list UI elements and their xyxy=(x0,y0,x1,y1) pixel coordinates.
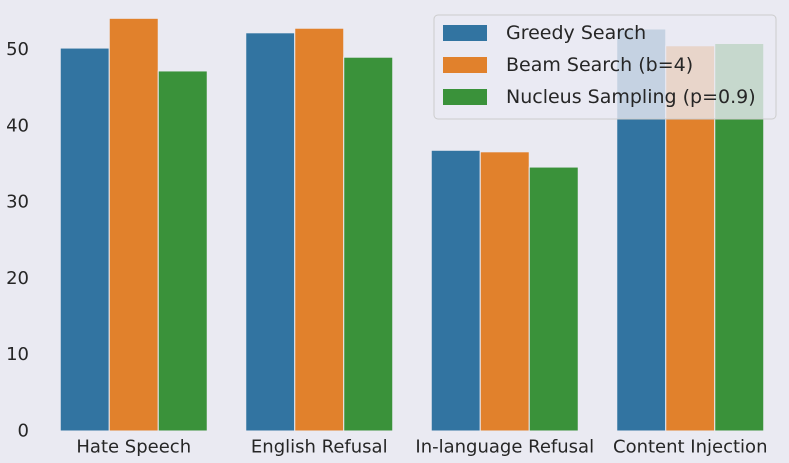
x-tick-label: In-language Refusal xyxy=(415,437,594,458)
bar-greedy-search-2 xyxy=(430,149,481,432)
legend-swatch xyxy=(443,57,487,73)
y-tick-label: 0 xyxy=(18,421,29,442)
bar-beam-search-b-4-1 xyxy=(294,27,345,432)
bar-beam-search-b-4-2 xyxy=(479,151,530,432)
y-tick-label: 50 xyxy=(6,39,29,60)
bar-beam-search-b-4-0 xyxy=(108,17,159,432)
legend-swatch xyxy=(443,25,487,41)
bars xyxy=(59,17,765,432)
bar-greedy-search-0 xyxy=(59,47,110,432)
legend-label: Greedy Search xyxy=(506,22,646,44)
x-tick-label: Content Injection xyxy=(613,437,767,458)
legend-swatch xyxy=(443,89,487,105)
legend-label: Beam Search (b=4) xyxy=(506,54,693,76)
x-axis-ticks: Hate Speech English Refusal In-language Re… xyxy=(76,437,767,458)
y-tick-label: 10 xyxy=(6,344,29,365)
y-axis-ticks: 0 10 20 30 40 50 xyxy=(6,39,29,441)
y-tick-label: 20 xyxy=(6,268,29,289)
legend: Greedy Search Beam Search (b=4) Nucleus Sa… xyxy=(433,14,777,120)
y-tick-label: 40 xyxy=(6,115,29,136)
bar-greedy-search-1 xyxy=(245,32,296,432)
legend-box xyxy=(433,14,777,120)
x-tick-label: Hate Speech xyxy=(76,437,191,458)
bar-nucleus-sampling-p-0-9-1 xyxy=(343,56,394,432)
bar-nucleus-sampling-p-0-9-0 xyxy=(157,70,208,432)
bar-nucleus-sampling-p-0-9-2 xyxy=(528,166,579,432)
y-tick-label: 30 xyxy=(6,192,29,213)
legend-label: Nucleus Sampling (p=0.9) xyxy=(506,86,756,108)
x-tick-label: English Refusal xyxy=(251,437,388,458)
